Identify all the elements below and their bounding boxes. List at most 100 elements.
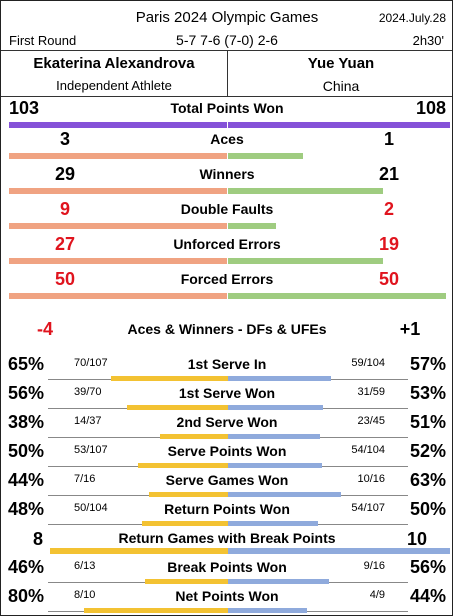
stat-left-fraction: 8/10: [74, 589, 96, 601]
stat-label: Winners: [199, 166, 255, 182]
stat-right-bar: [228, 258, 383, 264]
round-label: First Round: [9, 33, 77, 48]
stat-right-pct: 56%: [409, 557, 446, 577]
break-label: Return Games with Break Points: [118, 530, 336, 546]
stat-left-pct: 38%: [8, 412, 45, 432]
match-date: 2024.July.28: [378, 11, 446, 25]
stat-left-pct: 65%: [8, 354, 45, 374]
stat-left-bar: [149, 492, 228, 497]
player-left-country: Independent Athlete: [56, 78, 172, 93]
stat-left-pct: 56%: [8, 383, 45, 403]
stat-left-pct: 50%: [8, 441, 45, 461]
stat-right-value: 19: [378, 234, 400, 254]
stat-label: Unforced Errors: [173, 236, 281, 252]
stat-left-bar: [9, 258, 227, 264]
stat-left-value: 50: [54, 269, 76, 289]
stat-left-bar: [111, 376, 228, 381]
break-right-bar: [228, 548, 450, 554]
stat-right-pct: 63%: [409, 470, 446, 490]
stat-right-bar: [228, 579, 329, 584]
stat-right-bar: [228, 608, 307, 613]
stat-right-track: [228, 611, 408, 612]
match-score: 5-7 7-6 (7-0) 2-6: [176, 32, 278, 48]
break-left-bar: [50, 548, 228, 554]
stat-right-bar: [228, 463, 322, 468]
stat-label: 2nd Serve Won: [176, 414, 278, 430]
stat-right-pct: 57%: [409, 354, 446, 374]
stat-left-bar: [138, 463, 228, 468]
stat-right-bar: [228, 223, 276, 229]
stat-left-bar: [9, 293, 227, 299]
stat-right-bar: [228, 492, 341, 497]
stat-right-fraction: 54/104: [351, 444, 385, 456]
stat-label: 1st Serve Won: [178, 385, 276, 401]
stat-right-fraction: 59/104: [351, 357, 385, 369]
stat-left-bar: [9, 223, 227, 229]
stat-right-bar: [228, 405, 323, 410]
stat-right-bar: [228, 188, 383, 194]
stat-right-value: 50: [378, 269, 400, 289]
stat-left-pct: 46%: [8, 557, 45, 577]
stat-left-track: [48, 437, 228, 438]
stat-left-value: 29: [54, 164, 76, 184]
stat-right-pct: 50%: [409, 499, 446, 519]
player-right-name: Yue Yuan: [307, 55, 375, 72]
break-right-value: 10: [406, 529, 428, 549]
stat-label: Serve Games Won: [165, 472, 289, 488]
stat-label: Aces: [210, 131, 244, 147]
stat-left-fraction: 53/107: [74, 444, 108, 456]
stat-label: Double Faults: [180, 201, 274, 217]
stat-right-bar: [228, 153, 303, 159]
header-divider: [1, 50, 452, 51]
summary-left-value: -4: [36, 319, 54, 339]
stat-left-value: 3: [59, 129, 71, 149]
stat-left-track: [48, 495, 228, 496]
stat-left-fraction: 50/104: [74, 502, 108, 514]
stat-left-bar: [9, 122, 227, 128]
stat-right-bar: [228, 376, 331, 381]
stat-left-bar: [127, 405, 228, 410]
player-left-name: Ekaterina Alexandrova: [33, 55, 195, 72]
summary-right-value: +1: [399, 319, 421, 339]
summary-label: Aces & Winners - DFs & UFEs: [127, 321, 327, 337]
stat-left-track: [48, 524, 228, 525]
stat-right-fraction: 10/16: [357, 473, 385, 485]
stat-right-fraction: 54/107: [351, 502, 385, 514]
stat-left-fraction: 39/70: [74, 386, 102, 398]
players-divider: [1, 96, 452, 97]
player-right-country: China: [322, 78, 360, 94]
match-duration: 2h30': [412, 33, 444, 48]
stat-left-fraction: 14/37: [74, 415, 102, 427]
stat-right-fraction: 9/16: [363, 560, 385, 572]
stat-right-value: 108: [415, 98, 446, 118]
stat-label: Net Points Won: [175, 588, 279, 604]
stat-left-pct: 44%: [8, 470, 45, 490]
stat-label: Forced Errors: [180, 271, 274, 287]
stat-left-value: 9: [59, 199, 71, 219]
stat-right-fraction: 31/59: [357, 386, 385, 398]
stat-left-pct: 80%: [8, 586, 45, 606]
break-left-value: 8: [32, 529, 44, 549]
stat-left-value: 27: [54, 234, 76, 254]
stat-right-bar: [228, 434, 320, 439]
stat-label: 1st Serve In: [187, 356, 267, 372]
stat-right-value: 21: [378, 164, 400, 184]
stat-left-value: 103: [9, 98, 40, 118]
stat-right-pct: 53%: [409, 383, 446, 403]
stat-label: Serve Points Won: [167, 443, 287, 459]
stat-left-fraction: 7/16: [74, 473, 96, 485]
stat-left-fraction: 70/107: [74, 357, 108, 369]
stat-left-pct: 48%: [8, 499, 45, 519]
stat-left-bar: [160, 434, 228, 439]
stat-left-track: [48, 582, 228, 583]
event-title: Paris 2024 Olympic Games: [135, 9, 319, 26]
stat-right-track: [228, 524, 408, 525]
stat-right-bar: [228, 122, 450, 128]
stat-left-bar: [142, 521, 228, 526]
stat-label: Break Points Won: [167, 559, 287, 575]
stat-right-fraction: 23/45: [357, 415, 385, 427]
stat-left-fraction: 6/13: [74, 560, 96, 572]
stat-left-bar: [84, 608, 228, 613]
stat-right-bar: [228, 521, 318, 526]
